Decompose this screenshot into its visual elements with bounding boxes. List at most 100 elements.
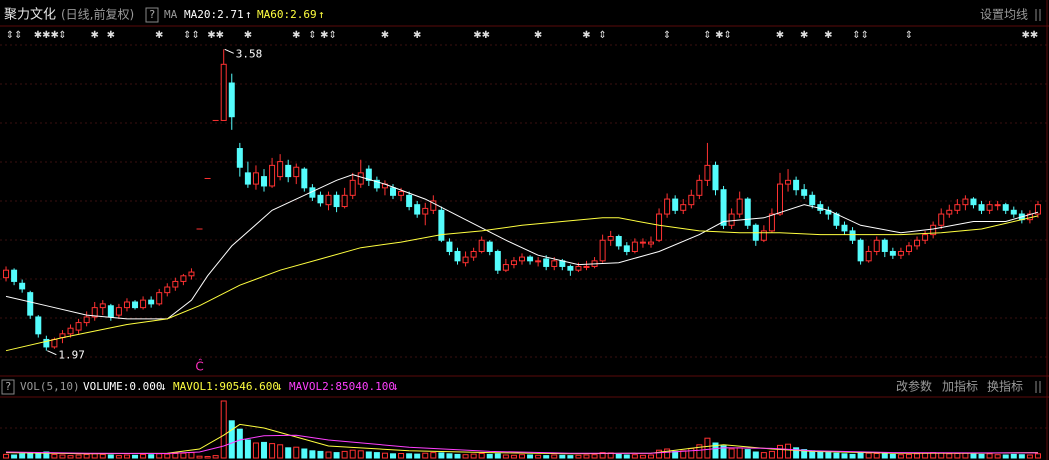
candle-body <box>140 299 147 309</box>
candle-body <box>744 198 751 226</box>
candle-body <box>123 301 130 309</box>
volume-bar <box>881 453 888 459</box>
volume-bar <box>196 455 203 459</box>
volume-bar <box>615 453 622 459</box>
volume-bar <box>768 450 775 459</box>
volume-bar <box>212 455 219 459</box>
help[interactable]: ? <box>149 8 156 21</box>
volume-bar <box>502 454 509 459</box>
candle-body <box>99 303 106 309</box>
candle-body <box>470 250 477 258</box>
button[interactable]: 加指标 <box>942 379 978 394</box>
candle-body <box>801 189 808 196</box>
help-box[interactable] <box>145 7 159 23</box>
settings-button[interactable]: 设置均线 <box>980 8 1028 22</box>
candle-body <box>148 299 155 305</box>
candle-body <box>1002 204 1009 211</box>
candle-body <box>293 166 300 178</box>
volume-bar <box>107 454 114 459</box>
candle-body <box>220 63 227 121</box>
button[interactable]: 改参数 <box>896 379 932 394</box>
volume-bar <box>849 453 856 459</box>
candle-body <box>333 194 340 208</box>
signal: ✱⇕ <box>715 30 732 41</box>
annotation: 1.97 <box>58 349 84 362</box>
signal: ✱ <box>155 30 163 41</box>
ma-line <box>5 215 1039 352</box>
volume-bar <box>672 450 679 459</box>
candle-body <box>760 230 767 241</box>
candle-body <box>373 179 380 189</box>
button[interactable]: 换指标 <box>987 379 1023 394</box>
help-box[interactable] <box>1 379 15 395</box>
candle-body <box>422 207 429 215</box>
volume-bar <box>639 454 646 459</box>
help[interactable]: ? <box>5 380 12 393</box>
candle-body <box>535 260 542 263</box>
signal: ✱ <box>91 30 99 41</box>
volume-bar <box>631 454 638 459</box>
candle-body <box>776 183 783 215</box>
candle-body <box>486 241 493 252</box>
candle-body <box>180 275 187 282</box>
volume-bar <box>285 447 292 459</box>
stock-name: 聚力文化 <box>4 8 56 23</box>
candle-body <box>639 241 646 244</box>
volume-bar <box>744 449 751 459</box>
candle-body <box>527 256 534 262</box>
volume-bar <box>204 456 211 459</box>
candle-body <box>107 305 114 318</box>
volume-bar <box>11 454 18 459</box>
candle-body <box>390 187 397 196</box>
candle-body <box>849 230 856 241</box>
volume-bar <box>922 452 929 459</box>
candle-body <box>454 250 461 262</box>
candle-body <box>712 164 719 191</box>
volume-bar <box>527 454 534 459</box>
volume-bar <box>656 449 663 459</box>
signal: ✱ <box>534 30 542 41</box>
annotation-leader <box>224 48 234 54</box>
volume-bar <box>3 453 10 459</box>
volume-bar <box>156 453 163 459</box>
signal: ✱✱✱ <box>34 30 59 41</box>
volume-bar <box>75 454 82 459</box>
candle-body <box>865 250 872 262</box>
volume-bar <box>406 453 413 459</box>
signal: ✱✱ <box>1022 30 1039 41</box>
volume-bar <box>712 442 719 459</box>
volume-bar <box>865 452 872 459</box>
candle-body <box>478 239 485 252</box>
candle-body <box>67 327 74 335</box>
candle-body <box>236 148 243 168</box>
volume-label: VOLUME:0.000 <box>83 380 162 393</box>
candle-body <box>897 250 904 256</box>
ma-label: MA <box>164 8 178 21</box>
volume-bar <box>559 454 566 459</box>
volume-bar <box>1002 454 1009 459</box>
candle-body <box>91 307 98 318</box>
candle-body <box>261 176 268 187</box>
candle-body <box>11 269 18 282</box>
signal: ⇕ <box>598 30 606 41</box>
volume-bar <box>59 454 66 459</box>
candle-body <box>188 271 195 277</box>
signal: ✱ <box>244 30 252 41</box>
volume-bar <box>494 453 501 459</box>
signal: ⇕⇕ <box>6 30 23 41</box>
candle-body <box>833 213 840 226</box>
volume-bar <box>381 452 388 459</box>
volume-bar <box>228 420 235 459</box>
volume-bar <box>720 445 727 459</box>
candle-body <box>502 264 509 271</box>
candle-body <box>325 194 332 206</box>
legend-mavol1: MAVOL1:90546.600 <box>173 380 279 393</box>
volume-bar <box>519 454 525 459</box>
volume-bar <box>188 452 195 459</box>
candle-body <box>51 338 58 348</box>
candle-body <box>228 82 235 118</box>
volume-bar <box>946 453 953 459</box>
volume-bar <box>357 450 364 459</box>
candle-body <box>922 234 929 241</box>
candle-body <box>809 194 816 206</box>
